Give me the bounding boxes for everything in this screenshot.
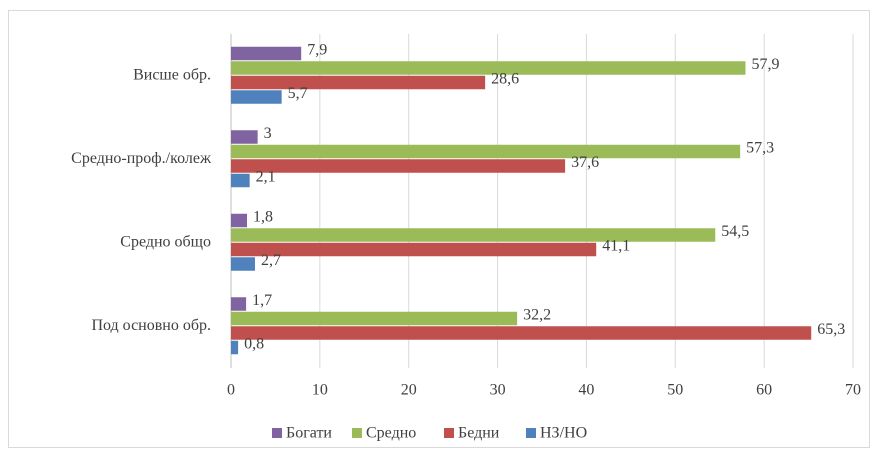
x-tick-label: 0 [227, 382, 235, 399]
bar [231, 242, 597, 257]
value-label: 1,8 [253, 209, 273, 226]
value-label: 37,6 [571, 154, 599, 171]
value-label: 28,6 [491, 71, 519, 88]
value-label: 5,7 [288, 85, 308, 102]
bar [231, 159, 566, 173]
x-tick-label: 70 [845, 382, 861, 399]
legend-label: Богати [286, 425, 332, 442]
value-label: 2,7 [261, 252, 281, 269]
legend-label: Средно [366, 425, 416, 442]
value-label: 65,3 [817, 321, 845, 338]
legend-label: НЗ/НО [540, 425, 587, 442]
y-tick-label: Средно общо [120, 233, 211, 250]
value-label: 7,9 [307, 42, 327, 59]
x-tick-label: 20 [401, 382, 417, 399]
bar [231, 326, 812, 340]
value-label: 2,1 [256, 169, 276, 186]
value-label: 1,7 [252, 292, 272, 309]
bar [231, 297, 247, 311]
legend-swatch [272, 428, 282, 438]
value-label: 57,9 [751, 56, 779, 73]
value-label: 41,1 [602, 238, 630, 255]
legend-swatch [444, 428, 454, 438]
bar [231, 311, 518, 326]
bar [231, 46, 302, 61]
y-tick-label: Средно-проф./колеж [71, 150, 212, 167]
bar [231, 257, 255, 271]
bar [231, 130, 258, 144]
bar [231, 75, 486, 90]
x-tick-label: 30 [490, 382, 506, 399]
bar [231, 90, 282, 104]
value-label: 32,2 [523, 307, 551, 324]
y-tick-label: Висше обр. [133, 66, 211, 83]
x-tick-label: 50 [667, 382, 683, 399]
y-tick-label: Под основно обр. [91, 317, 211, 334]
legend-label: Бедни [458, 425, 500, 442]
bar [231, 61, 746, 75]
bar [231, 213, 247, 228]
x-tick-label: 10 [312, 382, 328, 399]
bar [231, 340, 239, 355]
bar [231, 228, 716, 242]
bar [231, 144, 741, 159]
value-label: 0,8 [244, 336, 264, 353]
legend-swatch [352, 428, 362, 438]
x-tick-label: 60 [756, 382, 772, 399]
x-tick-label: 40 [578, 382, 594, 399]
bar [231, 173, 250, 188]
value-label: 57,3 [746, 140, 774, 157]
value-label: 3 [264, 125, 272, 142]
legend-swatch [526, 428, 536, 438]
value-label: 54,5 [721, 223, 749, 240]
